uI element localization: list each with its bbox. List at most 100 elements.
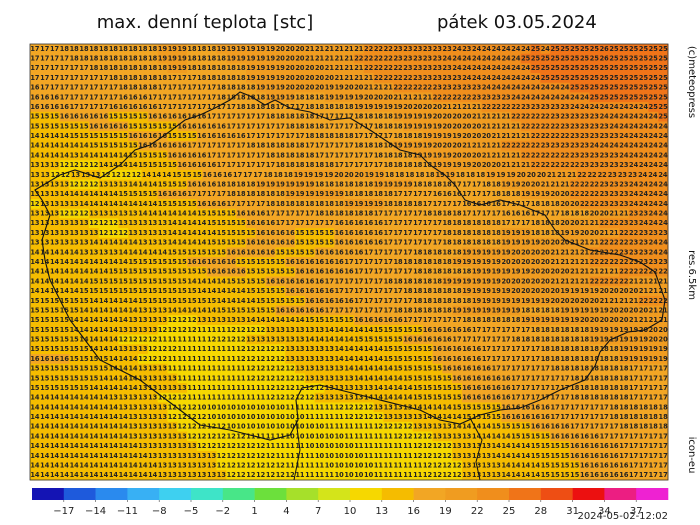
cell-value: 18 <box>531 326 541 334</box>
grid-cell <box>383 334 394 345</box>
grid-cell <box>530 218 541 229</box>
grid-cell <box>530 82 541 93</box>
grid-cell <box>187 111 198 122</box>
cell-value: 13 <box>30 239 40 247</box>
grid-cell <box>589 131 600 142</box>
grid-cell <box>275 354 286 365</box>
cell-value: 16 <box>452 355 462 363</box>
cell-value: 15 <box>433 384 443 392</box>
grid-cell <box>540 305 551 316</box>
grid-cell <box>80 169 92 181</box>
grid-cell <box>177 315 188 326</box>
grid-cell <box>422 92 433 103</box>
cell-value: 23 <box>570 142 580 150</box>
cell-value: 22 <box>511 142 521 150</box>
grid-cell <box>177 392 188 403</box>
cell-value: 14 <box>315 336 325 344</box>
grid-cell <box>579 334 590 345</box>
grid-cell <box>638 111 649 122</box>
cell-value: 18 <box>354 210 364 218</box>
cell-value: 22 <box>443 93 453 101</box>
grid-cell <box>108 286 119 297</box>
grid-cell <box>59 199 70 210</box>
cell-value: 22 <box>384 74 394 82</box>
grid-cell <box>618 276 630 287</box>
cell-value: 25 <box>560 45 570 53</box>
cell-value: 15 <box>109 142 119 150</box>
grid-cell <box>589 82 600 93</box>
cell-value: 14 <box>79 306 89 314</box>
grid-cell <box>79 412 90 423</box>
cell-value: 24 <box>609 122 619 130</box>
cell-value: 21 <box>649 306 659 314</box>
cell-value: 15 <box>128 190 138 198</box>
grid-cell <box>314 189 325 200</box>
grid-cell <box>481 53 492 64</box>
grid-cell <box>79 344 90 355</box>
cell-value: 17 <box>256 151 266 159</box>
grid-cell <box>232 169 244 181</box>
grid-cell <box>393 82 404 93</box>
grid-cell <box>520 218 531 229</box>
grid-cell <box>304 208 316 219</box>
grid-cell <box>187 237 198 248</box>
grid-cell <box>393 315 404 326</box>
grid-cell <box>599 131 610 142</box>
grid-cell <box>30 315 41 326</box>
cell-value: 19 <box>639 355 649 363</box>
grid-cell <box>196 82 208 93</box>
grid-cell <box>30 276 41 287</box>
grid-cell <box>442 305 453 316</box>
cell-value: 24 <box>452 64 462 72</box>
cell-value: 15 <box>413 326 423 334</box>
cell-value: 21 <box>482 142 492 150</box>
grid-cell <box>128 402 139 413</box>
grid-cell <box>560 92 571 103</box>
grid-cell <box>206 237 217 248</box>
cell-value: 13 <box>79 248 89 256</box>
grid-cell <box>265 286 276 297</box>
grid-cell <box>265 402 276 413</box>
grid-cell <box>579 160 590 171</box>
grid-cell <box>373 140 384 151</box>
cell-value: 18 <box>384 113 394 121</box>
grid-cell <box>618 257 630 268</box>
cell-value: 16 <box>50 93 60 101</box>
grid-cell <box>648 247 659 258</box>
grid-cell <box>520 334 531 345</box>
grid-cell <box>540 82 551 93</box>
grid-cell <box>216 131 227 142</box>
grid-cell <box>599 218 610 229</box>
cell-value: 14 <box>89 200 99 208</box>
grid-cell <box>648 305 659 316</box>
cell-value: 15 <box>443 394 453 402</box>
grid-cell <box>304 334 316 345</box>
grid-cell <box>422 82 433 93</box>
grid-cell <box>481 208 492 219</box>
cell-value: 13 <box>148 394 158 402</box>
grid-cell <box>432 228 443 239</box>
grid-cell <box>579 189 590 200</box>
grid-cell <box>638 218 649 229</box>
cell-value: 18 <box>393 161 403 169</box>
grid-cell <box>412 276 424 287</box>
grid-cell <box>59 102 70 113</box>
grid-cell <box>609 402 620 413</box>
grid-cell <box>520 199 531 210</box>
cell-value: 22 <box>501 103 511 111</box>
grid-cell <box>226 324 237 336</box>
grid-cell <box>412 286 424 297</box>
cell-value: 11 <box>246 394 256 402</box>
grid-cell <box>196 189 208 200</box>
cell-value: 17 <box>374 306 384 314</box>
grid-cell <box>628 295 639 306</box>
grid-cell <box>147 402 158 413</box>
grid-cell <box>393 373 404 384</box>
grid-cell <box>236 412 247 423</box>
grid-cell <box>452 295 463 306</box>
cell-value: 20 <box>305 74 315 82</box>
grid-cell <box>353 44 365 55</box>
grid-cell <box>236 73 247 84</box>
grid-cell <box>461 111 473 122</box>
grid-cell <box>108 412 119 423</box>
